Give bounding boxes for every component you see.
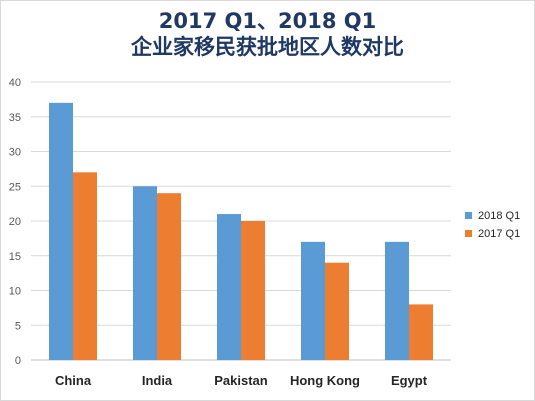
x-category-label: Egypt <box>391 373 428 388</box>
bar-2017-q1-india <box>157 193 181 360</box>
y-tick-label: 25 <box>9 181 21 193</box>
bar-2017-q1-egypt <box>409 304 433 360</box>
x-category-label: China <box>55 373 92 388</box>
chart-subtitle: 企业家移民获批地区人数对比 <box>131 35 404 59</box>
y-tick-label: 0 <box>15 355 21 367</box>
x-category-label: Hong Kong <box>290 373 360 388</box>
bar-2018-q1-india <box>133 186 157 360</box>
bar-2018-q1-hong-kong <box>301 241 325 360</box>
bar-2018-q1-pakistan <box>217 214 241 360</box>
chart-title: 2017 Q1、2018 Q1 <box>158 9 377 33</box>
legend-label: 2017 Q1 <box>478 228 520 240</box>
bars <box>49 102 433 360</box>
x-category-label: India <box>142 373 173 388</box>
bar-2018-q1-china <box>49 102 73 360</box>
legend-label: 2018 Q1 <box>478 210 520 222</box>
x-category-label: Pakistan <box>214 373 268 388</box>
y-tick-label: 5 <box>15 320 21 332</box>
bar-2017-q1-china <box>73 172 97 360</box>
y-tick-label: 30 <box>9 147 21 159</box>
y-tick-label: 40 <box>9 77 21 89</box>
legend-swatch <box>465 212 472 219</box>
y-tick-label: 20 <box>9 216 21 228</box>
legend: 2018 Q1 2017 Q1 <box>465 210 520 240</box>
y-tick-label: 10 <box>9 286 21 298</box>
y-axis-ticks: 0 5 10 15 20 25 30 35 40 <box>9 77 21 367</box>
legend-swatch <box>465 230 472 237</box>
bar-2018-q1-egypt <box>385 241 409 360</box>
bar-2017-q1-pakistan <box>241 221 265 360</box>
y-tick-label: 15 <box>9 251 21 263</box>
x-axis-categories: China India Pakistan Hong Kong Egypt <box>55 373 428 388</box>
y-tick-label: 35 <box>9 112 21 124</box>
bar-2017-q1-hong-kong <box>325 262 349 360</box>
